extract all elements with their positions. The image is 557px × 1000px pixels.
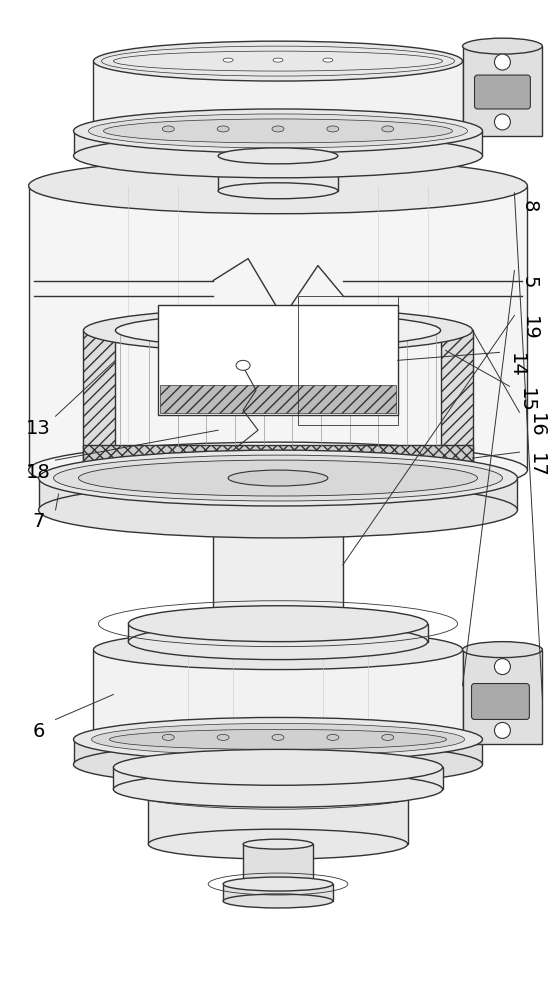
Text: 19: 19 xyxy=(520,316,539,341)
Polygon shape xyxy=(28,186,527,470)
Text: 13: 13 xyxy=(26,419,51,438)
Ellipse shape xyxy=(162,734,174,740)
Ellipse shape xyxy=(94,719,462,759)
Polygon shape xyxy=(74,131,482,156)
Polygon shape xyxy=(84,330,115,470)
Ellipse shape xyxy=(38,482,517,538)
Ellipse shape xyxy=(84,308,472,352)
Ellipse shape xyxy=(115,313,441,347)
Ellipse shape xyxy=(148,774,408,804)
Ellipse shape xyxy=(272,126,284,132)
Polygon shape xyxy=(94,650,462,739)
Ellipse shape xyxy=(28,442,527,498)
Ellipse shape xyxy=(94,41,462,81)
Ellipse shape xyxy=(243,839,313,849)
Ellipse shape xyxy=(114,749,443,785)
Ellipse shape xyxy=(79,460,477,496)
Polygon shape xyxy=(148,789,408,844)
Ellipse shape xyxy=(28,158,527,214)
Ellipse shape xyxy=(382,126,394,132)
Ellipse shape xyxy=(495,722,510,738)
Ellipse shape xyxy=(89,114,467,148)
Ellipse shape xyxy=(223,58,233,62)
Text: 15: 15 xyxy=(517,388,536,413)
Ellipse shape xyxy=(94,630,462,670)
Ellipse shape xyxy=(495,114,510,130)
Polygon shape xyxy=(213,510,343,625)
Text: 6: 6 xyxy=(32,722,45,741)
Ellipse shape xyxy=(323,58,333,62)
Ellipse shape xyxy=(495,659,510,675)
Polygon shape xyxy=(160,385,395,413)
Polygon shape xyxy=(441,330,472,470)
Polygon shape xyxy=(462,46,543,136)
Ellipse shape xyxy=(223,877,333,891)
Text: 16: 16 xyxy=(527,413,546,438)
Text: 18: 18 xyxy=(26,463,51,482)
Polygon shape xyxy=(128,624,428,642)
Ellipse shape xyxy=(243,879,313,889)
Ellipse shape xyxy=(462,642,543,658)
Ellipse shape xyxy=(203,499,353,521)
Ellipse shape xyxy=(272,734,284,740)
Ellipse shape xyxy=(53,455,502,501)
Ellipse shape xyxy=(462,38,543,54)
Ellipse shape xyxy=(128,606,428,642)
Ellipse shape xyxy=(74,109,482,153)
Ellipse shape xyxy=(327,734,339,740)
Ellipse shape xyxy=(94,111,462,151)
Polygon shape xyxy=(223,884,333,901)
Text: 8: 8 xyxy=(520,200,539,212)
Polygon shape xyxy=(84,445,472,470)
Ellipse shape xyxy=(114,771,443,807)
Polygon shape xyxy=(94,61,462,131)
Ellipse shape xyxy=(213,501,343,519)
Ellipse shape xyxy=(213,616,343,634)
Ellipse shape xyxy=(273,58,283,62)
Ellipse shape xyxy=(218,183,338,199)
Polygon shape xyxy=(74,739,482,764)
FancyBboxPatch shape xyxy=(475,75,530,109)
Ellipse shape xyxy=(327,126,339,132)
Ellipse shape xyxy=(236,360,250,370)
Ellipse shape xyxy=(128,624,428,660)
Ellipse shape xyxy=(228,470,328,486)
Ellipse shape xyxy=(104,119,453,143)
Ellipse shape xyxy=(217,734,229,740)
Text: 14: 14 xyxy=(507,353,526,378)
Polygon shape xyxy=(243,844,313,884)
Ellipse shape xyxy=(382,734,394,740)
Polygon shape xyxy=(218,156,338,191)
Polygon shape xyxy=(38,478,517,510)
Text: 5: 5 xyxy=(520,276,539,289)
FancyBboxPatch shape xyxy=(472,684,529,719)
Ellipse shape xyxy=(218,148,338,164)
Ellipse shape xyxy=(162,126,174,132)
Ellipse shape xyxy=(38,450,517,506)
Text: 17: 17 xyxy=(527,453,546,477)
Ellipse shape xyxy=(148,829,408,859)
Ellipse shape xyxy=(74,134,482,178)
Ellipse shape xyxy=(217,126,229,132)
Ellipse shape xyxy=(91,723,465,755)
Polygon shape xyxy=(158,305,398,415)
Polygon shape xyxy=(114,767,443,789)
Ellipse shape xyxy=(109,729,447,749)
Ellipse shape xyxy=(223,894,333,908)
Ellipse shape xyxy=(74,742,482,786)
Ellipse shape xyxy=(495,54,510,70)
Polygon shape xyxy=(462,650,543,744)
Text: 7: 7 xyxy=(32,512,45,531)
Ellipse shape xyxy=(74,717,482,761)
